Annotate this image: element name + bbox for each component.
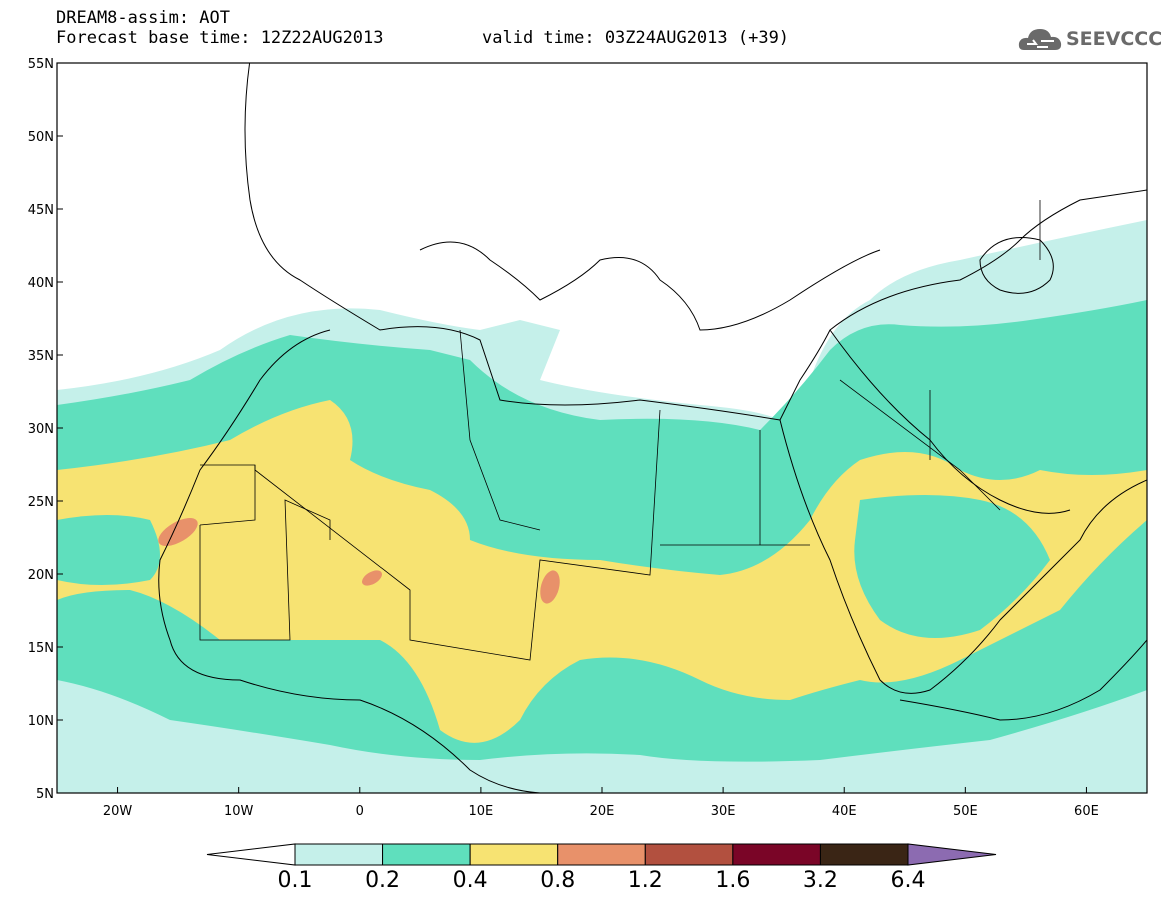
lon-tick-label: 40E [832,804,857,819]
lon-tick-label: 50E [953,804,978,819]
lat-tick-label: 30N [28,422,54,437]
lat-tick-label: 15N [28,641,54,656]
colorbar-label: 0.4 [452,868,488,893]
coastline [899,639,1147,721]
colorbar-segment [819,843,909,866]
lon-tick-label: 60E [1074,804,1099,819]
colorbar-segment [294,843,384,866]
lon-tick-label: 0 [356,804,364,819]
country-border [459,329,810,546]
colorbar-over-arrow [907,843,997,866]
colorbar-label: 0.8 [540,868,576,893]
aot-band-0.2-patch [57,515,160,585]
coastline [244,63,1147,421]
valid-time: valid time: 03Z24AUG2013 (+39) [482,28,790,48]
lat-tick-label: 40N [28,276,54,291]
latitude-axis: 5N 10N 15N 20N 25N 30N 35N 40N 45N 50N 55N [28,57,63,802]
aot-band-0.8 [540,570,560,604]
lat-tick-label: 20N [28,568,54,583]
longitude-axis: 20W 10W 0 10E 20E 30E 40E 50E 60E [103,787,1099,819]
colorbar-label: 1.2 [627,868,663,893]
lat-tick-label: 55N [28,57,54,72]
lon-tick-label: 10W [224,804,254,819]
lat-tick-label: 5N [36,787,54,802]
coastline [979,237,1054,294]
lon-tick-label: 10E [469,804,494,819]
colorbar-segment [469,843,559,866]
country-border [199,464,331,641]
coastline [779,419,1147,694]
colorbar-segment [732,843,821,866]
lon-tick-label: 30E [711,804,736,819]
colorbar-label: 6.4 [890,868,926,893]
country-border [254,409,661,661]
colorbar-segment [382,843,471,866]
colorbar [206,843,997,866]
coastline [419,241,881,331]
aot-band-0.8 [362,570,382,586]
lat-tick-label: 50N [28,130,54,145]
lat-tick-label: 35N [28,349,54,364]
aot-band-0.2-patch [854,495,1050,638]
lon-tick-label: 20W [103,804,133,819]
chart-title: DREAM8-assim: AOT [56,8,230,28]
aot-fields [57,63,1147,793]
logo-text: SEEVCCC [1066,28,1163,50]
coastline [158,329,541,793]
cloud-icon [1018,29,1062,50]
colorbar-label: 0.1 [277,868,313,893]
colorbar-label: 1.6 [715,868,751,893]
seevccc-logo: SEEVCCC [1018,24,1162,56]
country-border [839,200,1041,511]
colorbar-segment [644,843,734,866]
colorbar-under-arrow [206,843,296,866]
forecast-base-time: Forecast base time: 12Z22AUG2013 [56,28,384,48]
lon-tick-label: 20E [590,804,615,819]
lat-tick-label: 25N [28,495,54,510]
colorbar-label: 3.2 [802,868,838,893]
coastline [829,329,1071,514]
aot-band-0.8 [158,518,198,546]
aot-band-0.4 [57,400,1147,743]
colorbar-segment [557,843,646,866]
colorbar-label: 0.2 [365,868,401,893]
lat-tick-label: 10N [28,714,54,729]
lat-tick-label: 45N [28,203,54,218]
